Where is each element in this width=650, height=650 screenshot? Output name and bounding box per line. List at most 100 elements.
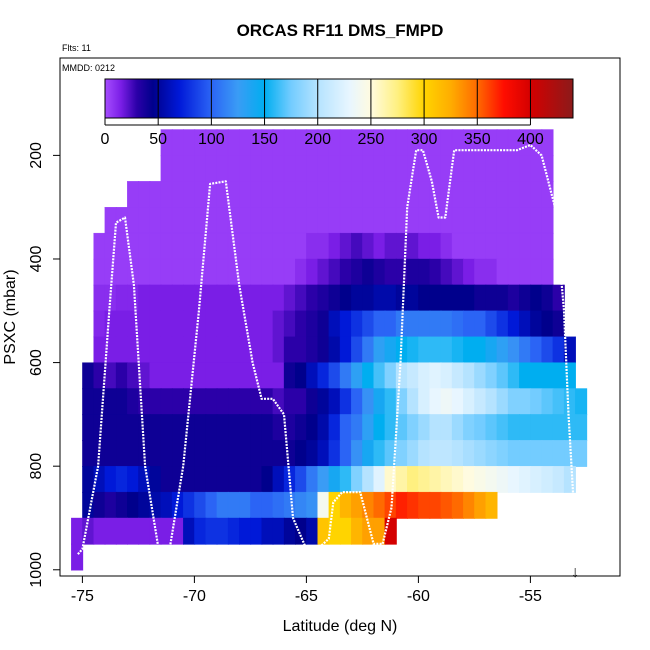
heatmap-cell (183, 258, 196, 286)
heatmap-cell (384, 284, 397, 312)
heatmap-cell (362, 491, 375, 519)
heatmap-cell (317, 258, 330, 286)
heatmap-cell (127, 336, 140, 364)
heatmap-cell (205, 440, 218, 467)
heatmap-cell (183, 232, 196, 260)
heatmap-cell (205, 258, 218, 286)
heatmap-cell (306, 362, 319, 390)
heatmap-cell (485, 362, 498, 390)
heatmap-cell (351, 362, 364, 390)
heatmap-cell (261, 336, 274, 364)
heatmap-cell (171, 388, 184, 416)
heatmap-cell (194, 414, 207, 442)
heatmap-cell (160, 388, 173, 416)
heatmap-cell (496, 414, 509, 442)
heatmap-cell (283, 258, 296, 286)
heatmap-cell (339, 310, 352, 338)
heatmap-cell (407, 388, 420, 416)
heatmap-cell (160, 284, 173, 312)
heatmap-cell (306, 181, 319, 208)
heatmap-cell (451, 155, 464, 183)
colorbar-separators (157, 79, 531, 118)
heatmap-cell (429, 466, 442, 493)
heatmap-cell (138, 310, 151, 338)
heatmap-cell (519, 440, 532, 467)
heatmap-cell (93, 491, 106, 519)
heatmap-cell (541, 414, 554, 442)
heatmap-cell (227, 310, 240, 338)
heatmap-cell (93, 310, 106, 338)
heatmap-cell (463, 336, 476, 364)
heatmap-cell (127, 466, 140, 493)
heatmap-cell (239, 155, 252, 183)
heatmap-cell (351, 388, 364, 416)
heatmap-cell (283, 414, 296, 442)
heatmap-cell (272, 491, 285, 519)
heatmap-cell (227, 155, 240, 183)
heatmap-cell (149, 232, 162, 260)
heatmap-cell (328, 466, 341, 493)
heatmap-cell (328, 310, 341, 338)
heatmap-cell (418, 258, 431, 286)
heatmap-cell (507, 155, 520, 183)
heatmap-cell (496, 440, 509, 467)
heatmap-cell (373, 336, 386, 364)
heatmap-cell (384, 258, 397, 286)
heatmap-cell (160, 336, 173, 364)
heatmap-cell (384, 336, 397, 364)
heatmap-cell (362, 414, 375, 442)
heatmap-cell (171, 284, 184, 312)
heatmap-cell (530, 207, 543, 234)
heatmap-cell (127, 388, 140, 416)
heatmap-cell (227, 466, 240, 493)
heatmap-cell (138, 336, 151, 364)
heatmap-cell (239, 517, 252, 545)
heatmap-cell (474, 310, 487, 338)
heatmap-cell (194, 466, 207, 493)
heatmap-cell (418, 440, 431, 467)
heatmap-cell (272, 155, 285, 183)
heatmap-cell (183, 284, 196, 312)
heatmap-cell (138, 517, 151, 545)
heatmap-cell (362, 232, 375, 260)
heatmap-cell (272, 207, 285, 234)
heatmap-cell (272, 414, 285, 442)
heatmap-cell (115, 336, 128, 364)
heatmap-cell (160, 181, 173, 208)
heatmap-cell (530, 155, 543, 183)
heatmap-cell (317, 310, 330, 338)
date-annotation: MMDD: 0212 (62, 63, 115, 73)
heatmap-cell (496, 388, 509, 416)
heatmap-cell (171, 310, 184, 338)
heatmap-cell (250, 207, 263, 234)
heatmap-cell (384, 388, 397, 416)
heatmap-cell (160, 232, 173, 260)
x-axis: -75 -70 -65 -60 -55 (71, 575, 542, 605)
heatmap-cell (71, 517, 84, 545)
heatmap-cell (104, 388, 117, 416)
heatmap-cell (127, 517, 140, 545)
heatmap-cell (541, 440, 554, 467)
heatmap-cell (239, 491, 252, 519)
heatmap-cell (115, 466, 128, 493)
heatmap-cell (339, 129, 352, 157)
heatmap-cell (418, 388, 431, 416)
heatmap-cell (283, 336, 296, 364)
heatmap-cell (485, 207, 498, 234)
heatmap-cell (541, 388, 554, 416)
heatmap-cell (149, 336, 162, 364)
heatmap-cell (519, 466, 532, 493)
heatmap-cell (317, 414, 330, 442)
heatmap-cell (194, 440, 207, 467)
heatmap-cell (440, 440, 453, 467)
heatmap-cell (205, 155, 218, 183)
heatmap-cell (440, 181, 453, 208)
heatmap-cell (418, 362, 431, 390)
heatmap-cell (519, 258, 532, 286)
heatmap-cell (485, 181, 498, 208)
heatmap-cell (261, 207, 274, 234)
colorbar-fill (105, 79, 573, 118)
heatmap-cell (306, 466, 319, 493)
heatmap-cell (362, 336, 375, 364)
heatmap-cell (283, 388, 296, 416)
